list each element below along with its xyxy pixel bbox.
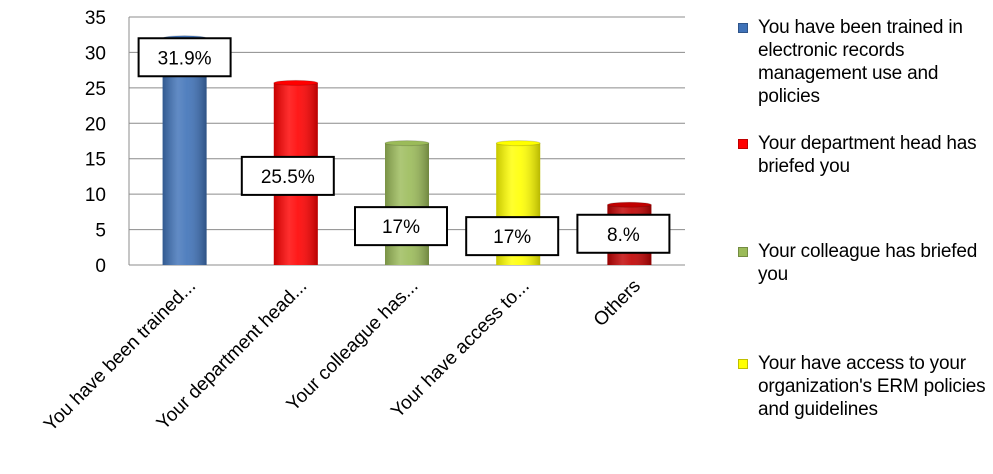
legend-label: You have been trained in electronic reco… (758, 17, 963, 107)
data-label-text: 25.5% (261, 167, 315, 188)
data-label: 25.5% (240, 155, 335, 196)
data-label-text: 17% (382, 217, 420, 238)
legend-swatch (738, 247, 748, 257)
data-label-box (137, 37, 232, 78)
data-label: 8.% (576, 213, 671, 254)
legend-label: Your have access to your organization's … (758, 353, 986, 420)
data-label-box (465, 216, 560, 257)
x-tick-labels: You have been trained...Your department … (40, 276, 645, 436)
bar-shading (385, 143, 429, 265)
legend-swatch (738, 23, 748, 33)
data-label-text: 8.% (607, 225, 640, 246)
data-label: 17% (354, 206, 448, 247)
bar-top (273, 79, 319, 86)
data-label: 31.9% (137, 37, 232, 78)
y-tick-label: 5 (95, 221, 106, 242)
y-tick-label: 10 (85, 185, 106, 206)
y-tick-label: 20 (85, 114, 106, 135)
y-tick-labels: 0 5 10 15 20 25 30 35 (85, 8, 106, 277)
data-label-text: 17% (493, 227, 531, 248)
legend-swatch (738, 359, 748, 369)
bar-top (495, 140, 541, 147)
y-tick-label: 30 (85, 43, 106, 64)
y-tick-label: 15 (85, 150, 106, 171)
data-label-text: 31.9% (158, 48, 212, 69)
data-label-box (354, 206, 448, 247)
x-tick-label: Others (590, 276, 645, 331)
data-label: 17% (465, 216, 560, 257)
data-labels: 31.9% 25.5% 17% 17% 8.% (137, 37, 671, 257)
y-tick-label: 0 (95, 256, 106, 277)
data-label-box (576, 213, 671, 254)
y-tick-label: 25 (85, 79, 106, 100)
legend-label: Your department head has briefed you (758, 133, 977, 177)
y-tick-label: 35 (85, 8, 106, 29)
legend-label: Your colleague has briefed you (758, 241, 978, 285)
data-label-box (240, 155, 335, 196)
bar-top (384, 140, 430, 147)
legend-swatch (738, 139, 748, 149)
bar-top (606, 201, 652, 208)
